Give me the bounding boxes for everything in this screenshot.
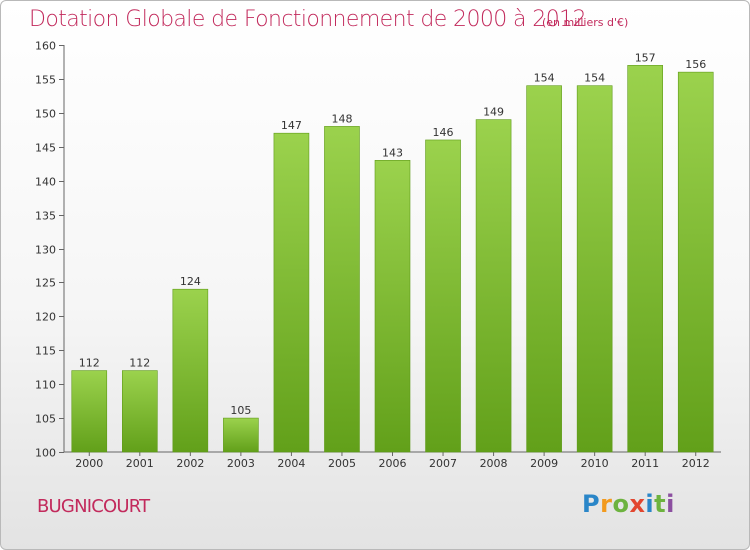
x-tick-label: 2006: [379, 457, 407, 470]
data-label: 157: [635, 51, 656, 64]
data-label: 143: [382, 146, 403, 159]
logo-letter: o: [612, 490, 630, 518]
chart-unit-note: (en milliers d'€): [542, 16, 629, 29]
labels: 2000 112 2001 112 2002 124 2003 105 2004 147 2005 1…: [75, 51, 709, 470]
x-tick-label: 2000: [75, 457, 103, 470]
y-tick-label: 100: [35, 447, 56, 460]
bar: [122, 370, 158, 453]
x-tick-label: 2004: [277, 457, 305, 470]
bar: [273, 132, 310, 453]
x-tick-label: 2001: [126, 457, 154, 470]
y-tick-label: 145: [35, 142, 56, 155]
data-label: 154: [584, 72, 605, 85]
proxiti-logo: Proxiti: [582, 490, 675, 518]
bar: [172, 288, 209, 453]
bars: [71, 65, 714, 453]
data-label: 147: [281, 119, 302, 132]
logo-letter: x: [629, 490, 646, 518]
y-tick-label: 135: [35, 210, 56, 223]
y-tick-label: 150: [35, 108, 56, 121]
y-tick-label: 130: [35, 244, 56, 257]
data-label: 156: [685, 58, 706, 71]
logo-letter: i: [645, 490, 655, 518]
y-tick-label: 160: [35, 40, 56, 53]
y-tick-label: 110: [35, 379, 56, 392]
data-label: 112: [129, 357, 150, 370]
y-tick-label: 120: [35, 311, 56, 324]
bar: [324, 126, 360, 453]
bar: [223, 417, 259, 453]
chart-title: Dotation Globale de Fonctionnement de 20…: [29, 7, 587, 32]
data-label: 146: [433, 126, 454, 139]
x-tick-label: 2010: [581, 457, 609, 470]
data-label: 148: [331, 112, 352, 125]
x-tick-label: 2005: [328, 457, 356, 470]
data-label: 154: [534, 72, 555, 85]
x-tick-label: 2012: [682, 457, 710, 470]
x-tick-label: 2009: [530, 457, 558, 470]
data-label: 105: [230, 404, 251, 417]
bar: [526, 85, 562, 453]
data-label: 124: [180, 275, 201, 288]
y-tick-label: 115: [35, 345, 56, 358]
x-tick-label: 2007: [429, 457, 457, 470]
logo-letter: i: [666, 490, 675, 518]
bar: [374, 160, 411, 453]
bar: [71, 370, 108, 453]
bar: [425, 139, 461, 453]
bar: [677, 71, 714, 453]
data-label: 112: [79, 357, 100, 370]
y-tick-label: 105: [35, 413, 56, 426]
logo-letter: P: [582, 490, 601, 518]
x-tick-label: 2011: [631, 457, 659, 470]
axes: 100 105 110 115 120 125 130 135 140 145 150 155 160: [35, 40, 721, 460]
commune-name: BUGNICOURT: [37, 496, 150, 517]
y-tick-label: 125: [35, 277, 56, 290]
bar: [576, 85, 613, 453]
logo-letter: t: [654, 490, 667, 518]
data-label: 149: [483, 106, 504, 119]
bar: [475, 119, 512, 453]
logo-letter: r: [600, 490, 613, 518]
x-tick-label: 2002: [176, 457, 204, 470]
bar: [627, 65, 663, 453]
y-tick-label: 155: [35, 74, 56, 87]
x-tick-label: 2008: [480, 457, 508, 470]
x-tick-label: 2003: [227, 457, 255, 470]
y-tick-label: 140: [35, 176, 56, 189]
